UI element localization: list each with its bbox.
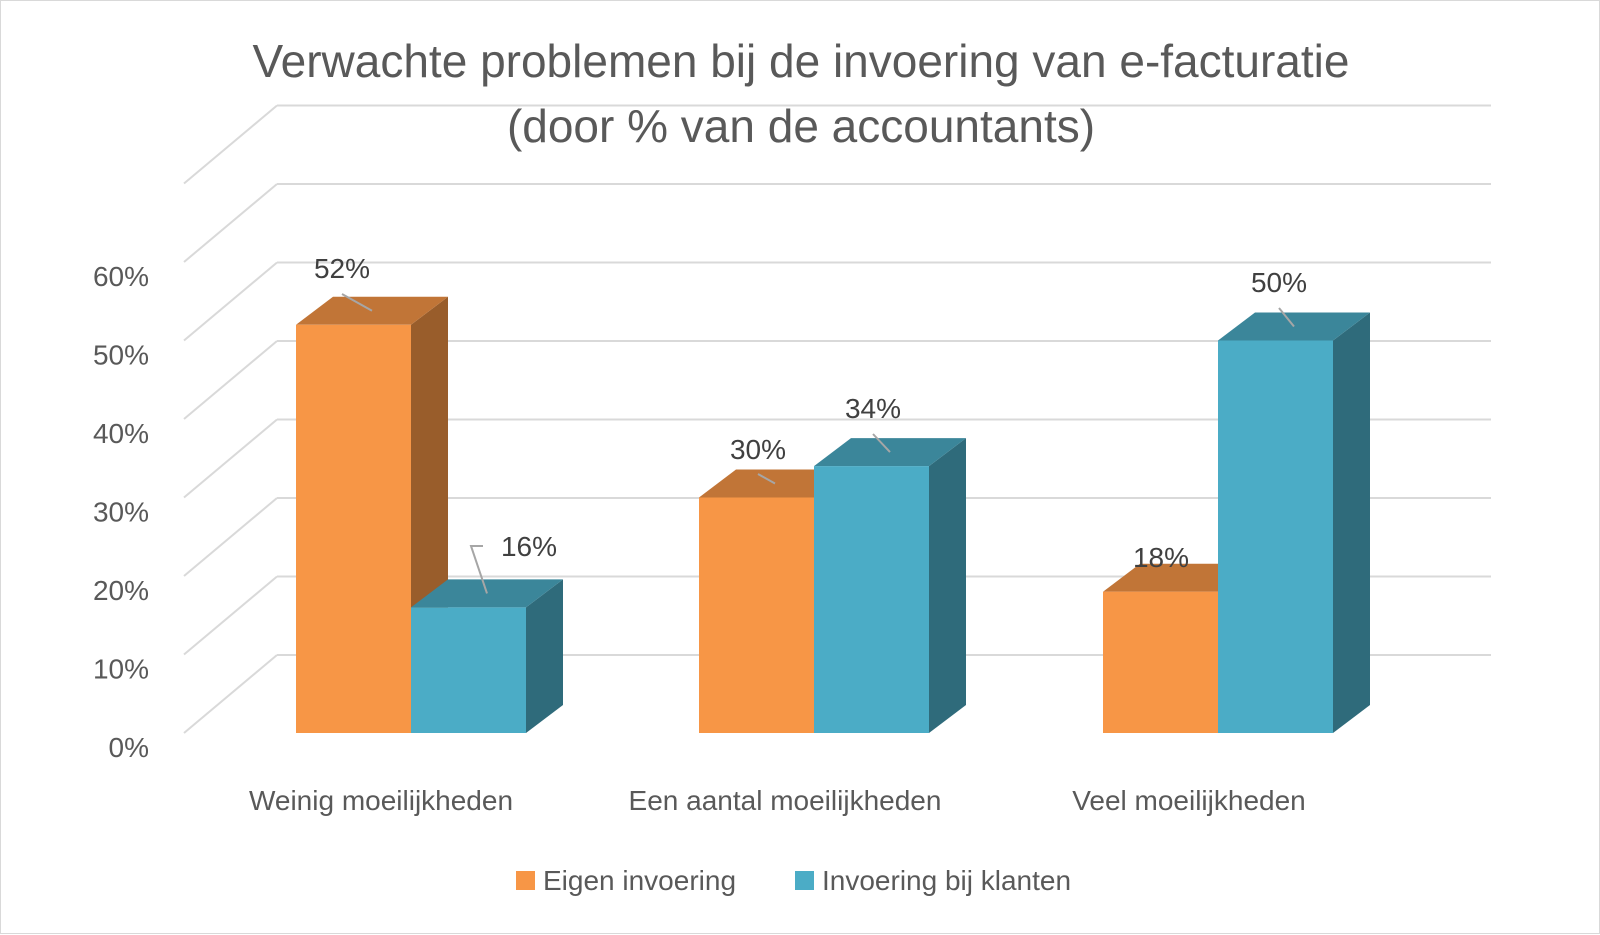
legend-swatch [516,871,535,890]
x-category-label: Veel moeilijkheden [1072,785,1306,816]
y-tick-label: 40% [93,418,149,449]
y-tick-label: 0% [109,732,149,763]
gridline-diagonal [183,104,278,185]
gridline-diagonal [183,340,278,420]
legend-item: Eigen invoering [516,865,736,896]
y-tick-label: 20% [93,575,149,606]
x-category-label: Een aantal moeilijkheden [629,785,942,816]
gridline-diagonal [183,654,278,734]
bar-klanten-3 [1218,312,1370,733]
y-tick-label: 30% [93,497,149,528]
bar-klanten-2 [814,438,966,733]
chart-title-line-1: Verwachte problemen bij de invoering van… [253,35,1350,87]
bar-klanten-1 [411,579,563,733]
leader-line [341,293,373,312]
data-label: 50% [1251,267,1307,298]
gridline-diagonal [183,261,278,342]
bar-front [1103,591,1218,733]
bar-front [296,324,411,733]
bar-front [411,607,526,733]
chart-title-line-2: (door % van de accountants) [507,100,1095,152]
chart-title: Verwachte problemen bij de invoering van… [253,35,1350,152]
x-category-label: Weinig moeilijkheden [249,785,513,816]
bar-side [1333,312,1370,733]
gridline-diagonal [183,418,278,499]
legend-swatch [795,871,814,890]
x-axis-categories: Weinig moeilijkheden Een aantal moeilijkh… [249,785,1306,816]
data-label: 34% [845,393,901,424]
y-axis-ticks: 0% 10% 20% 30% 40% 50% 60% [93,261,149,763]
bar-layer [296,296,1370,733]
gridline-diagonal [183,575,278,656]
bar-front [814,466,929,733]
y-tick-label: 60% [93,261,149,292]
data-label: 16% [501,531,557,562]
data-label: 18% [1133,542,1189,573]
bar-front [1218,340,1333,733]
legend-item: Invoering bij klanten [795,865,1071,896]
bar-front [699,497,814,733]
data-label: 52% [314,253,370,284]
gridline-diagonal [183,497,278,577]
leader-line [469,545,488,594]
leader-line [872,433,891,453]
legend-label: Invoering bij klanten [822,865,1071,896]
bar-top [1103,563,1255,592]
data-labels: 52% 16% 30% 34% 18% 50% [314,253,1307,594]
y-tick-label: 10% [93,654,149,685]
gridline-diagonal [183,183,278,263]
leader-line [757,473,776,485]
bar-side [526,579,563,733]
leader-line [1278,307,1295,328]
data-label: 30% [730,434,786,465]
legend-label: Eigen invoering [543,865,736,896]
bar-side [929,438,966,733]
legend: Eigen invoering Invoering bij klanten [516,865,1071,896]
y-tick-label: 50% [93,340,149,371]
